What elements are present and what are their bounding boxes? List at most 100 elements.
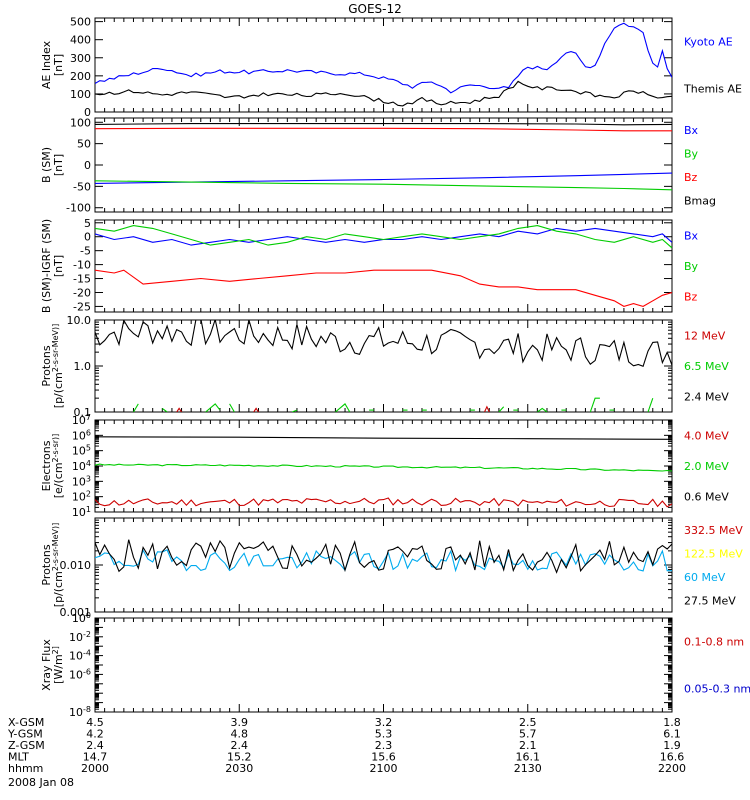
y-tick-label: 101 xyxy=(72,505,91,519)
orbit-value: 5.7 xyxy=(519,728,537,741)
orbit-row-label: Z-GSM xyxy=(8,739,45,752)
y-axis-label: AE Index[nT] xyxy=(40,40,65,89)
legend-label: Themis AE xyxy=(683,83,742,96)
orbit-row-label: MLT xyxy=(8,751,29,764)
y-tick-label: -25 xyxy=(73,300,91,313)
legend-label: 0.05-0.3 nm xyxy=(684,683,750,696)
y-tick-label: 105 xyxy=(72,444,91,458)
series-6-5-mev xyxy=(229,403,235,412)
panel-2: -100 -50 0 50 100 B (SM)[nT] Bx By Bz Bmag xyxy=(40,116,716,214)
orbit-value: 2130 xyxy=(514,762,542,775)
series-6-5-mev xyxy=(205,403,221,412)
y-tick-label: 50 xyxy=(77,138,91,151)
orbit-row-label: Y-GSM xyxy=(7,728,43,741)
y-tick-label: 100 xyxy=(70,116,91,129)
legend-label: By xyxy=(684,260,699,273)
y-axis-label: Protons[p/(cm2-s-sr-MeV)] xyxy=(40,324,65,408)
series-bmag xyxy=(95,123,672,126)
panel-data xyxy=(95,436,672,508)
orbit-value: 15.6 xyxy=(371,751,396,764)
panel-data xyxy=(95,123,672,191)
series-6-5-mev xyxy=(161,407,168,412)
y-tick-label: 200 xyxy=(70,70,91,83)
panel-frame xyxy=(94,17,673,113)
panel-frame xyxy=(94,219,673,313)
panel-data xyxy=(95,22,672,107)
legend-label: 332.5 MeV xyxy=(684,524,743,537)
series-12-mev xyxy=(253,407,259,412)
panel-1: 0 100 200 300 400 500 AE Index[nT] Kyoto AE Them… xyxy=(40,16,742,119)
y-tick-label: 106 xyxy=(72,428,91,442)
y-tick-label: 10-2 xyxy=(69,630,91,644)
y-tick-label: 400 xyxy=(70,34,91,47)
y-axis-label: B (SM)-IGRF (SM)[nT] xyxy=(40,219,65,313)
orbit-value: 16.6 xyxy=(660,751,685,764)
y-tick-label: 1.0 xyxy=(74,360,92,373)
orbit-value: 14.7 xyxy=(83,751,108,764)
y-tick-label: -5 xyxy=(80,245,91,258)
orbit-value: 3.2 xyxy=(375,716,393,729)
series-by xyxy=(95,180,672,191)
orbit-table: X-GSM 4.5 3.9 3.2 2.5 1.8 Y-GSM 4.2 4.8 5.3 5.7 6.1… xyxy=(7,716,686,775)
legend-label: 2.4 MeV xyxy=(684,391,729,404)
panel-frame xyxy=(94,617,673,713)
series-6-5-mev xyxy=(335,403,351,412)
y-axis-label: Electrons[e/(cm2-s-sr)] xyxy=(40,434,65,499)
series-themis-ae xyxy=(95,80,672,107)
series-6-5-mev xyxy=(498,406,505,412)
series-by xyxy=(95,225,672,249)
y-tick-label: -100 xyxy=(66,202,91,215)
y-tick-label: -15 xyxy=(73,273,91,286)
panel-3: -25-20-15-10-505 B (SM)-IGRF (SM)[nT] Bx By… xyxy=(40,217,699,314)
orbit-value: 16.1 xyxy=(516,751,541,764)
legend-label: 6.5 MeV xyxy=(684,360,729,373)
y-tick-label: 10.0 xyxy=(67,314,92,327)
orbit-value: 2030 xyxy=(225,762,253,775)
y-tick-label: 0.001 xyxy=(60,606,92,619)
legend-label: Bz xyxy=(684,171,698,184)
orbit-value: 2.4 xyxy=(231,739,249,752)
y-tick-label: 0 xyxy=(84,231,91,244)
y-tick-label: 100 xyxy=(70,88,91,101)
y-tick-label: 10-6 xyxy=(69,667,91,681)
series-6-5-mev xyxy=(537,407,548,412)
panel-data xyxy=(95,539,672,574)
y-tick-label: 102 xyxy=(72,490,91,504)
y-axis-label: B (SM)[nT] xyxy=(40,147,65,183)
y-tick-label: 0.1 xyxy=(74,406,92,419)
y-tick-label: 0 xyxy=(84,106,91,119)
panel-frame xyxy=(94,117,673,213)
series-bz xyxy=(95,269,672,307)
legend-label: 27.5 MeV xyxy=(684,594,736,607)
orbit-value: 2100 xyxy=(370,762,398,775)
orbit-value: 2.1 xyxy=(519,739,537,752)
panel-frame xyxy=(94,319,673,413)
legend-label: Bx xyxy=(684,229,699,242)
orbit-row-label: X-GSM xyxy=(8,716,44,729)
series-6-5-mev xyxy=(291,409,298,412)
series-bx xyxy=(95,227,672,246)
legend-label: Bmag xyxy=(684,194,716,207)
orbit-value: 4.8 xyxy=(231,728,249,741)
series-4-0-mev xyxy=(95,497,672,508)
legend-label: Bz xyxy=(684,291,698,304)
legend-label: Bx xyxy=(684,124,699,137)
orbit-value: 4.2 xyxy=(86,728,104,741)
series-27-5-mev xyxy=(95,539,672,574)
y-tick-label: 104 xyxy=(72,459,91,473)
y-tick-label: 0 xyxy=(84,159,91,172)
series-0-6-mev xyxy=(95,436,672,440)
legend-label: 60 MeV xyxy=(684,571,726,584)
y-tick-label: 107 xyxy=(72,413,91,427)
orbit-value: 2200 xyxy=(658,762,686,775)
legend-label: 122.5 MeV xyxy=(684,547,743,560)
orbit-value: 3.9 xyxy=(231,716,249,729)
orbit-value: 1.8 xyxy=(663,716,681,729)
legend-label: 0.1-0.8 nm xyxy=(684,636,744,649)
y-tick-label: 0.010 xyxy=(60,559,92,572)
